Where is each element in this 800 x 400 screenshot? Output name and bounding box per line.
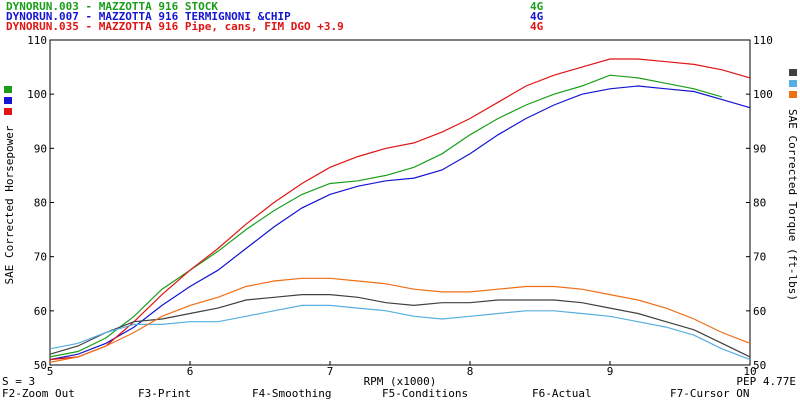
- fkey-smoothing[interactable]: F4-Smoothing: [252, 387, 331, 400]
- header-run-3: DYNORUN.035 - MAZZOTTA 916 Pipe, cans, F…: [6, 20, 344, 33]
- left-swatch-2: [4, 97, 12, 104]
- fkey-conditions[interactable]: F5-Conditions: [382, 387, 468, 400]
- pep-label: PEP 4.77E: [736, 375, 796, 388]
- y-tick-label: 110: [27, 34, 47, 47]
- header-run-2-id: DYNORUN.007: [6, 10, 79, 23]
- y2-tick-label: 90: [753, 142, 766, 155]
- header-run-2-desc: MAZZOTTA 916 TERMIGNONI &CHIP: [99, 10, 291, 23]
- x-tick-label: 5: [47, 365, 54, 378]
- fkey-zoom-out[interactable]: F2-Zoom Out: [2, 387, 75, 400]
- left-swatch-1: [4, 86, 12, 93]
- x-tick-label: 8: [467, 365, 474, 378]
- x-tick-label: 10: [743, 365, 756, 378]
- header-legend: DYNORUN.003 - MAZZOTTA 916 STOCK 4G DYNO…: [6, 0, 544, 33]
- swatches: [4, 69, 797, 115]
- header-run-1: DYNORUN.003 - MAZZOTTA 916 STOCK: [6, 0, 218, 13]
- series-line-1: [49, 74, 723, 358]
- y2-tick-label: 50: [753, 359, 766, 372]
- header-run-1-gear: 4G: [530, 0, 544, 13]
- x-tick-label: 6: [187, 365, 194, 378]
- x-axis-title: RPM (x1000): [364, 375, 437, 388]
- header-run-3-gear: 4G: [530, 20, 544, 33]
- y-tick-label: 50: [34, 359, 47, 372]
- y2-tick-label: 100: [753, 88, 773, 101]
- series-line-4: [49, 294, 751, 358]
- fkey-cursor-on[interactable]: F7-Cursor ON: [670, 387, 749, 400]
- smoothing-label: S = 3: [2, 375, 35, 388]
- x-tick-label: 7: [327, 365, 334, 378]
- y-tick-label: 60: [34, 305, 47, 318]
- fkey-print[interactable]: F3-Print: [138, 387, 191, 400]
- y2-tick-label: 60: [753, 305, 766, 318]
- left-swatch-3: [4, 108, 12, 115]
- y2-tick-label: 70: [753, 251, 766, 264]
- header-run-2-gear: 4G: [530, 10, 544, 23]
- y2-axis-title: SAE Corrected Torque (ft-lbs): [786, 109, 799, 301]
- header-run-1-desc: MAZZOTTA 916 STOCK: [99, 0, 219, 13]
- y-axis-title: SAE Corrected Horsepower: [3, 125, 16, 284]
- header-run-1-id: DYNORUN.003: [6, 0, 79, 13]
- right-swatch-2: [789, 80, 797, 87]
- right-swatch-1: [789, 69, 797, 76]
- y2-tick-label: 80: [753, 197, 766, 210]
- series-layer: [49, 58, 751, 363]
- plot-border: [49, 39, 751, 366]
- y-tick-label: 100: [27, 88, 47, 101]
- y-tick-label: 90: [34, 142, 47, 155]
- header-run-2: DYNORUN.007 - MAZZOTTA 916 TERMIGNONI &C…: [6, 10, 291, 23]
- series-line-2: [49, 85, 751, 361]
- series-line-6: [49, 277, 751, 363]
- x-tick-label: 9: [607, 365, 614, 378]
- function-key-bar: F2-Zoom Out F3-Print F4-Smoothing F5-Con…: [2, 387, 749, 400]
- series-line-5: [49, 304, 751, 361]
- fkey-actual[interactable]: F6-Actual: [532, 387, 592, 400]
- y-tick-label: 80: [34, 197, 47, 210]
- header-run-3-desc: MAZZOTTA 916 Pipe, cans, FIM DGO +3.9: [99, 20, 344, 33]
- series-line-3: [49, 58, 751, 361]
- y2-tick-label: 110: [753, 34, 773, 47]
- header-run-3-id: DYNORUN.035: [6, 20, 79, 33]
- plot-frame: [49, 39, 751, 366]
- y-tick-label: 70: [34, 251, 47, 264]
- right-swatch-3: [789, 91, 797, 98]
